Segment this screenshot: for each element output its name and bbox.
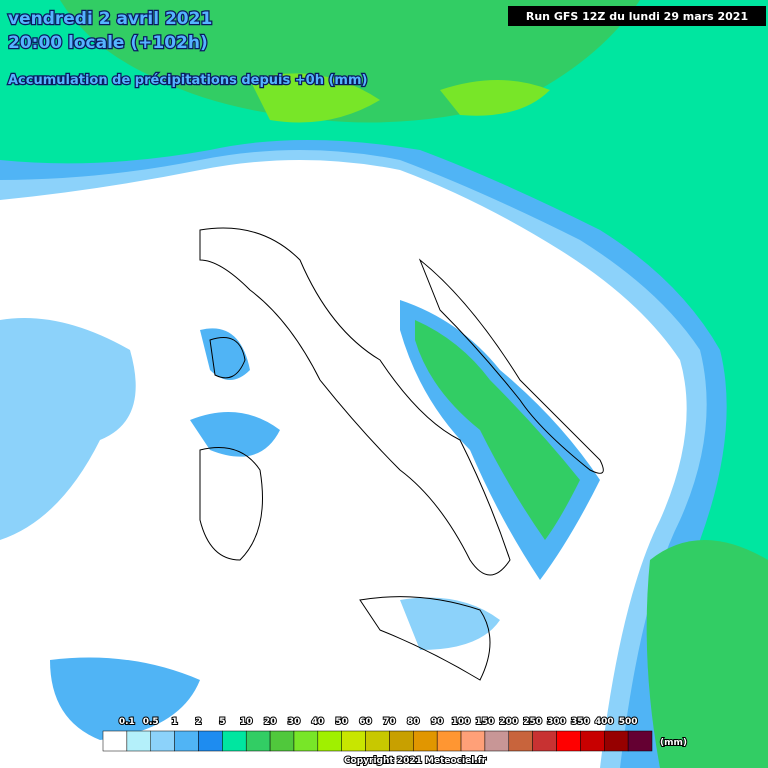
legend-swatch	[604, 730, 629, 752]
legend-swatch	[126, 730, 151, 752]
legend-swatch	[198, 730, 223, 752]
run-box	[508, 6, 766, 26]
legend-label: 300	[547, 717, 566, 727]
legend-swatch	[436, 730, 462, 752]
legend-unit: (mm)	[660, 738, 687, 748]
legend-swatch	[245, 730, 271, 752]
legend-swatch	[293, 730, 319, 752]
legend-swatch	[460, 730, 486, 752]
legend-swatch	[413, 730, 438, 752]
legend-label: 400	[595, 717, 614, 727]
legend-label: 30	[288, 717, 301, 727]
legend-label: 5	[219, 717, 225, 727]
legend-label: 1	[171, 717, 177, 727]
legend-swatch	[317, 730, 342, 752]
legend-label: 350	[571, 717, 590, 727]
legend-swatch	[174, 730, 199, 752]
legend-label: 0.5	[143, 717, 159, 727]
legend-swatch	[484, 730, 510, 752]
legend-label: 0.1	[119, 717, 135, 727]
legend-swatch	[556, 730, 581, 752]
legend-label: 500	[619, 717, 638, 727]
subtitle: Accumulation de précipitations depuis +0…	[8, 73, 367, 88]
legend-label: 20	[264, 717, 277, 727]
legend: 0.1 0.5 1 2 5 10 20 30 40 50 60 70 80 90 100 150 200 250 3…	[102, 716, 653, 752]
legend-swatch	[150, 730, 175, 752]
legend-swatch	[627, 730, 653, 752]
run-label: Run GFS 12Z du lundi 29 mars 2021	[526, 10, 748, 23]
legend-label: 50	[335, 717, 348, 727]
legend-label: 80	[407, 717, 420, 727]
legend-label: 40	[312, 717, 325, 727]
legend-swatch	[532, 730, 557, 752]
legend-label: 60	[359, 717, 372, 727]
legend-swatch	[508, 730, 533, 752]
legend-swatch	[269, 730, 295, 752]
legend-swatch	[365, 730, 390, 752]
legend-label: 10	[240, 717, 253, 727]
legend-swatch	[341, 730, 366, 752]
legend-label: 150	[476, 717, 495, 727]
legend-label: 100	[452, 717, 471, 727]
legend-swatch	[222, 730, 247, 752]
legend-label: 2	[195, 717, 201, 727]
legend-swatch	[102, 730, 128, 752]
time-title: 20:00 locale (+102h)	[8, 33, 208, 53]
coastline	[199, 227, 604, 681]
copyright: Copyright 2021 Meteociel.fr	[344, 756, 487, 766]
legend-label: 250	[523, 717, 542, 727]
legend-swatch	[580, 730, 605, 752]
legend-label: 90	[431, 717, 444, 727]
legend-swatch	[389, 730, 414, 752]
legend-label: 200	[499, 717, 518, 727]
date-title: vendredi 2 avril 2021	[8, 9, 212, 29]
legend-label: 70	[383, 717, 396, 727]
